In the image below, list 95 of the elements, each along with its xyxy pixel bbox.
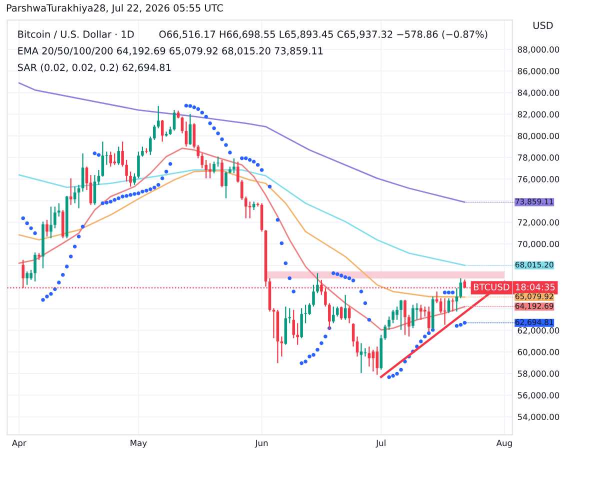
y-tick-label: 58,000.00: [518, 370, 560, 378]
candlestick: [141, 146, 144, 158]
candlestick: [196, 144, 200, 159]
candlestick: [296, 322, 299, 346]
candlestick: [113, 152, 116, 166]
y-tick-label: 82,000.00: [518, 111, 560, 118]
x-tick-label: Jul: [376, 440, 386, 448]
candlestick: [300, 308, 303, 339]
candlestick: [93, 174, 96, 206]
candlestick: [392, 309, 394, 324]
y-tick-label: 80,000.00: [518, 132, 560, 140]
candlestick: [455, 288, 458, 312]
candlestick: [304, 304, 307, 324]
candlestick: [160, 119, 164, 142]
candlestick: [240, 179, 244, 200]
y-tick-label: 72,000.00: [518, 219, 560, 226]
y-tick-label: 84,000.00: [518, 90, 560, 97]
candlestick: [388, 316, 390, 330]
candlestick: [412, 304, 414, 329]
candlestick: [236, 161, 240, 184]
candlestick: [316, 272, 319, 294]
candlestick: [288, 308, 292, 324]
candlestick: [129, 171, 132, 188]
candlestick: [184, 121, 188, 148]
candlestick: [121, 141, 124, 168]
candlestick: [30, 269, 32, 280]
text: ParshwaTurakhiya28, Jul 22, 2026 05:55 UTC: [6, 4, 223, 14]
candlestick: [204, 159, 208, 179]
candlestick: [172, 109, 176, 132]
y-tick-label: 70,000.00: [518, 240, 560, 248]
x-tick-label: May: [130, 440, 147, 448]
candlestick: [420, 304, 422, 320]
candlestick: [77, 184, 80, 209]
candlestick: [58, 202, 60, 218]
candlestick: [360, 342, 363, 374]
candlestick: [224, 171, 228, 199]
y-tick-label: 62,000.00: [518, 327, 560, 334]
y-tick-label: 76,000.00: [518, 176, 560, 184]
candlestick: [308, 302, 311, 316]
candlestick: [332, 306, 335, 324]
candlestick: [459, 278, 462, 299]
candlestick: [404, 299, 406, 336]
candlestick: [188, 113, 192, 146]
candlestick: [443, 298, 446, 326]
x-tick-label: Apr: [12, 440, 26, 448]
x-tick-label: Jun: [254, 440, 268, 448]
candlestick: [408, 314, 410, 338]
candlestick: [396, 306, 398, 320]
candlestick: [244, 196, 248, 219]
x-tick-label: Aug: [496, 440, 512, 448]
candlestick: [312, 284, 315, 308]
candlestick: [220, 159, 224, 188]
text: 18:04:35: [516, 284, 555, 290]
y-axis-title: USD: [533, 22, 553, 30]
annotation: O66,516.17 H66,698.55 L65,893.45 C65,937.32 −578.86 (−0.87%): [159, 30, 488, 40]
candlestick: [336, 306, 339, 318]
candlestick: [34, 252, 36, 282]
candlestick: [435, 290, 438, 304]
candlestick: [46, 219, 48, 238]
candlestick: [292, 309, 296, 339]
candlestick: [216, 156, 220, 168]
candlestick: [451, 298, 454, 312]
candlestick: [248, 201, 252, 219]
y-tick-label: 54,000.00: [518, 414, 560, 421]
y-tick-label: 78,000.00: [518, 154, 560, 162]
candlestick: [180, 116, 184, 134]
candlestick: [101, 141, 104, 178]
annotation: SAR (0.02, 0.02, 0.2) 62,694.81: [18, 64, 171, 72]
candlestick: [200, 152, 204, 169]
candlestick: [54, 206, 56, 229]
candlestick: [212, 161, 216, 174]
candlestick: [423, 306, 426, 318]
y-tick-label: 88,000.00: [518, 46, 560, 54]
y-tick-label: 86,000.00: [518, 68, 560, 76]
candlestick: [384, 324, 386, 340]
candlestick: [149, 136, 152, 156]
candlestick: [133, 172, 136, 186]
y-tick-label: 56,000.00: [518, 392, 560, 400]
candlestick: [137, 151, 140, 179]
candlestick: [232, 158, 236, 174]
candlestick: [50, 206, 52, 239]
ref-line-label: BTCUSD: [474, 284, 510, 290]
candlestick: [69, 178, 72, 206]
candlestick: [117, 146, 120, 166]
candlestick: [156, 105, 160, 129]
candlestick: [26, 270, 28, 286]
text: Bitcoin / U.S. Dollar · 1D: [18, 30, 134, 39]
annotation: EMA 20/50/100/200 64,192.69 65,079.92 68,015.20 73,859.11: [18, 47, 323, 56]
candlestick: [152, 124, 156, 140]
y-tick-label: 60,000.00: [518, 348, 560, 356]
candlestick: [208, 162, 212, 179]
candlestick: [109, 151, 112, 168]
candlestick: [400, 299, 402, 330]
candlestick: [73, 186, 76, 204]
candlestick: [125, 159, 128, 182]
